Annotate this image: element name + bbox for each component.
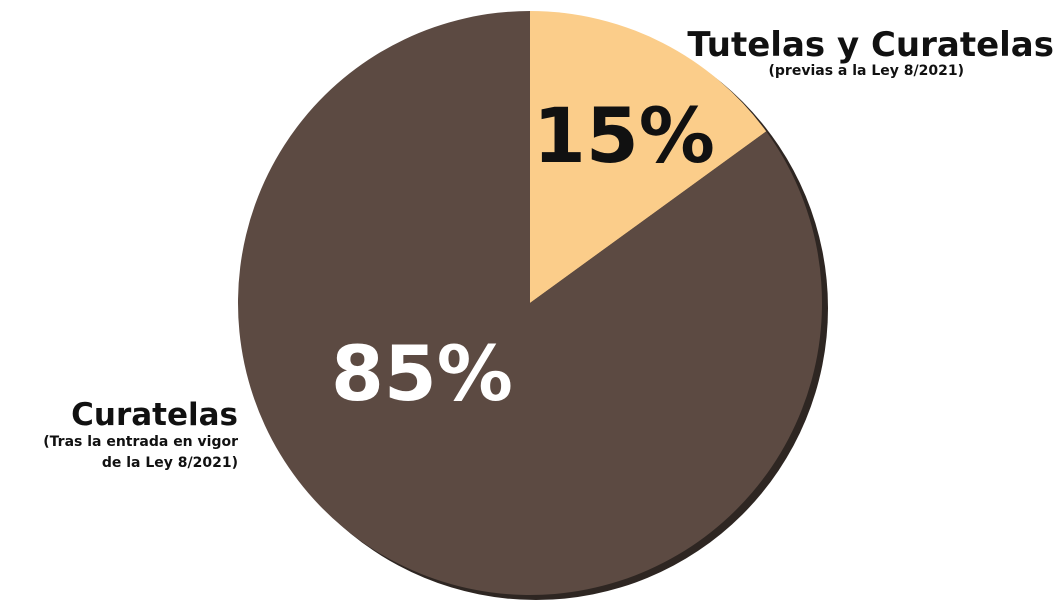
legend-curatelas-subtitle-line2: de la Ley 8/2021)	[102, 455, 238, 471]
legend-tutelas: Tutelas y Curatelas (previas a la Ley 8/…	[687, 25, 1054, 79]
pie-slice-tutelas	[530, 11, 767, 303]
legend-curatelas: Curatelas (Tras la entrada en vigor de l…	[43, 397, 238, 471]
pie-label-curatelas-percent: 85%	[331, 329, 513, 418]
pie-slice-curatelas	[237, 11, 822, 595]
legend-curatelas-title: Curatelas	[71, 397, 238, 433]
legend-tutelas-subtitle: (previas a la Ley 8/2021)	[769, 63, 964, 79]
legend-tutelas-title: Tutelas y Curatelas	[687, 25, 1054, 65]
legend-curatelas-subtitle-line1: (Tras la entrada en vigor	[43, 434, 238, 450]
pie-label-tutelas-percent: 15%	[533, 91, 715, 180]
